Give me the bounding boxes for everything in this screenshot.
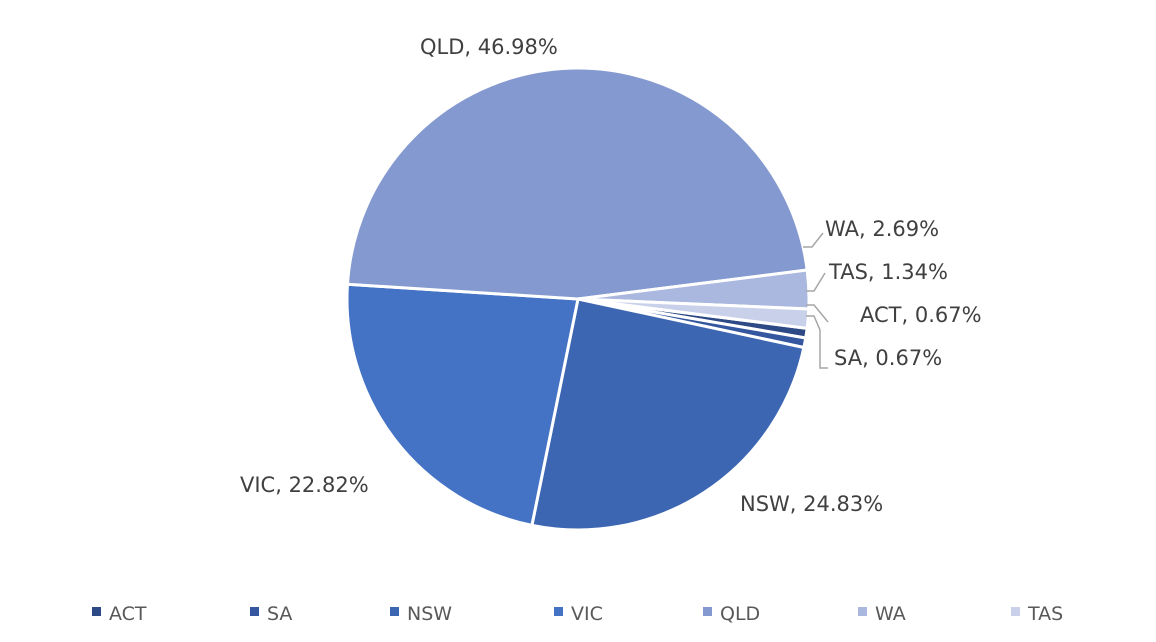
legend-item-tas: TAS	[1011, 603, 1063, 625]
leader-line-act	[806, 304, 829, 323]
pie-slice-qld	[345, 66, 809, 301]
legend-item-nsw: NSW	[390, 603, 452, 625]
legend: ACT SA NSW VIC QLD WA TAS	[92, 603, 1063, 625]
legend-label-vic: VIC	[571, 603, 603, 625]
legend-item-act: ACT	[92, 603, 147, 625]
leader-lines	[803, 232, 829, 369]
pie-slice-tas	[577, 297, 811, 331]
legend-label-tas: TAS	[1027, 603, 1063, 625]
data-label-act: ACT, 0.67%	[860, 303, 982, 327]
legend-label-sa: SA	[267, 603, 292, 625]
legend-item-qld: QLD	[703, 603, 760, 625]
pie-slice-vic	[345, 282, 580, 528]
data-label-tas: TAS, 1.34%	[828, 260, 948, 284]
data-label-vic: VIC, 22.82%	[240, 473, 369, 497]
data-label-sa: SA, 0.67%	[834, 346, 942, 370]
leader-line-wa	[803, 232, 824, 248]
leader-line-sa	[806, 315, 828, 369]
legend-swatch-tas	[1011, 607, 1020, 616]
data-label-wa: WA, 2.69%	[825, 217, 939, 241]
legend-label-act: ACT	[109, 603, 147, 625]
pie-slice-nsw	[530, 297, 806, 532]
legend-swatch-sa	[250, 607, 259, 616]
legend-item-sa: SA	[250, 603, 292, 625]
leader-line-tas	[806, 272, 826, 292]
legend-swatch-act	[92, 607, 101, 616]
legend-swatch-vic	[554, 607, 563, 616]
legend-item-vic: VIC	[554, 603, 603, 625]
legend-swatch-nsw	[390, 607, 399, 616]
data-label-nsw: NSW, 24.83%	[740, 492, 883, 516]
legend-swatch-qld	[703, 607, 712, 616]
legend-label-wa: WA	[875, 603, 906, 625]
legend-swatch-wa	[858, 607, 867, 616]
data-labels: QLD, 46.98% WA, 2.69% TAS, 1.34% ACT, 0.…	[240, 35, 982, 516]
legend-label-qld: QLD	[720, 603, 760, 625]
legend-item-wa: WA	[858, 603, 906, 625]
data-label-qld: QLD, 46.98%	[420, 35, 558, 59]
legend-label-nsw: NSW	[407, 603, 452, 625]
pie-slices	[345, 66, 811, 532]
